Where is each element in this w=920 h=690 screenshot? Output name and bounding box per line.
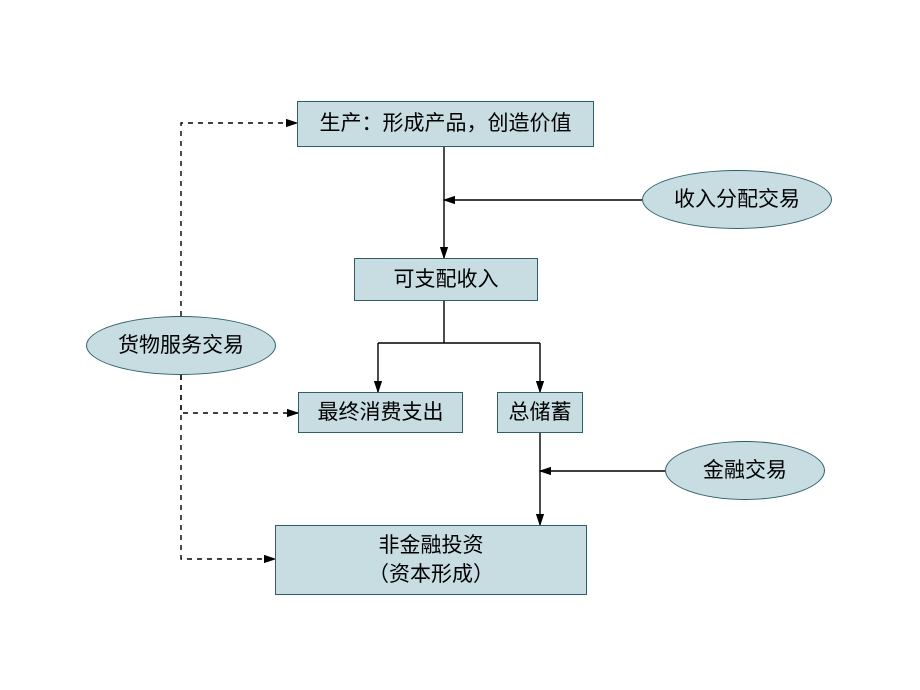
node-production: 生产：形成产品，创造价值 xyxy=(297,101,594,147)
node-income_distribution: 收入分配交易 xyxy=(642,170,832,229)
node-goods_services: 货物服务交易 xyxy=(86,316,276,375)
node-disposable_income: 可支配收入 xyxy=(354,258,538,301)
node-total_savings-label: 总储蓄 xyxy=(509,398,572,427)
node-goods_services-label: 货物服务交易 xyxy=(118,331,244,360)
node-production-label: 生产：形成产品，创造价值 xyxy=(320,109,572,138)
edge xyxy=(181,375,298,413)
node-final_consumption: 最终消费支出 xyxy=(298,392,463,433)
node-income_distribution-label: 收入分配交易 xyxy=(674,185,800,214)
node-disposable_income-label: 可支配收入 xyxy=(394,265,499,294)
node-financial_transaction-label: 金融交易 xyxy=(703,456,787,485)
edge xyxy=(181,123,297,316)
node-total_savings: 总储蓄 xyxy=(497,392,583,433)
node-non_financial_investment-label: 非金融投资 （资本形成） xyxy=(368,531,494,590)
edge xyxy=(181,375,275,559)
node-non_financial_investment: 非金融投资 （资本形成） xyxy=(275,525,587,595)
node-final_consumption-label: 最终消费支出 xyxy=(318,398,444,427)
node-financial_transaction: 金融交易 xyxy=(665,441,825,500)
